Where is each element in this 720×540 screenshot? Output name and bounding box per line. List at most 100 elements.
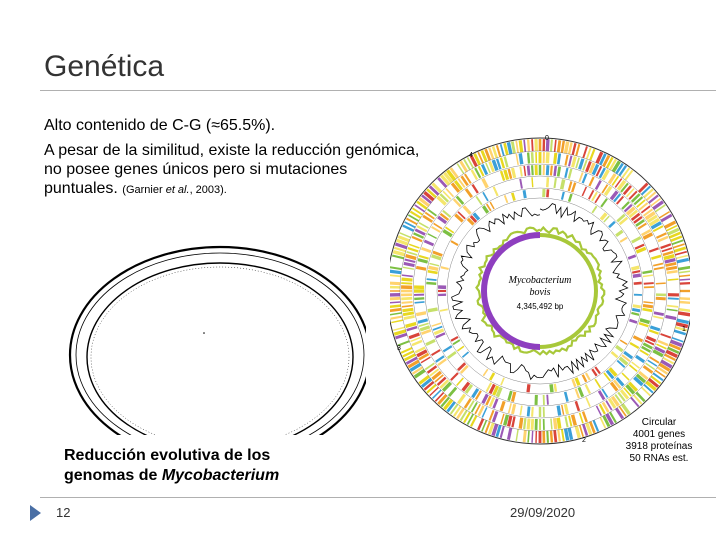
gene-band [582, 423, 589, 436]
gene-band [635, 354, 646, 364]
gene-band [456, 407, 465, 420]
gene-band [440, 396, 450, 408]
gene-band [574, 400, 581, 412]
gene-band [492, 398, 499, 409]
gene-band [556, 153, 562, 165]
gene-band [635, 246, 647, 254]
gene-band [416, 349, 428, 358]
gene-band [670, 235, 683, 242]
gene-band [597, 390, 606, 401]
gene-band [442, 190, 452, 200]
gene-band [650, 221, 662, 230]
gene-band [671, 337, 684, 343]
gene-band [639, 318, 651, 325]
gene-band [437, 358, 447, 366]
gene-band [439, 379, 450, 389]
gene-band [610, 351, 619, 359]
title-divider [40, 90, 716, 91]
gene-band [411, 339, 423, 347]
stat-proteins: 3918 proteínas [625, 441, 693, 452]
gene-band [488, 383, 496, 395]
gene-band [457, 393, 467, 405]
gene-band [431, 226, 441, 233]
gene-band [489, 201, 495, 210]
gene-band [567, 181, 573, 192]
gene-band [595, 151, 604, 164]
gene-band [545, 152, 550, 164]
gene-band [644, 339, 655, 346]
gene-band [420, 356, 431, 364]
gene-band [434, 391, 445, 402]
gene-band [523, 418, 527, 430]
gene-band [467, 400, 475, 411]
gene-band [459, 409, 468, 422]
stat-genes: 4001 genes [632, 429, 686, 440]
gene-band [607, 397, 617, 409]
gene-band [553, 177, 557, 189]
gene-band [418, 197, 430, 208]
gene-band [631, 307, 641, 313]
gene-band [480, 163, 489, 176]
gene-band [431, 322, 442, 327]
gene-band [666, 308, 678, 312]
footer-divider [40, 497, 716, 498]
gene-band [581, 411, 588, 423]
gene-band [667, 304, 679, 308]
gene-band [589, 148, 596, 161]
gene-band [526, 165, 531, 176]
gene-band [553, 139, 557, 152]
gene-band [530, 152, 534, 164]
gene-band [621, 167, 631, 179]
gene-band [591, 368, 598, 377]
gene-band [614, 393, 623, 405]
gene-band [546, 394, 549, 405]
gene-band [495, 158, 502, 170]
gene-band [431, 254, 442, 261]
gene-band [608, 158, 618, 171]
gene-band [491, 146, 498, 159]
gene-band [519, 178, 523, 189]
gene-band [436, 376, 447, 386]
gene-band [488, 396, 496, 408]
figure-caption: Reducción evolutiva de los genomas de My… [64, 446, 344, 486]
gene-band [608, 367, 618, 377]
gene-band [526, 139, 531, 152]
gene-band [402, 307, 414, 313]
gene-band [423, 381, 435, 391]
genome-map-size-label: 4,345,492 bp [517, 302, 564, 311]
gene-band [611, 175, 620, 186]
gene-band [594, 366, 601, 375]
gene-band [462, 205, 472, 215]
genome-ring-outline [436, 187, 644, 395]
gene-band [484, 148, 492, 161]
gene-band [628, 190, 638, 200]
bullet-genome-reduction: A pesar de la similitud, existe la reduc… [44, 141, 424, 200]
gene-band [585, 160, 592, 173]
gene-band [499, 157, 506, 169]
gene-band [638, 370, 649, 381]
gene-band [631, 270, 641, 274]
gene-band [582, 146, 588, 159]
gene-band [679, 282, 690, 285]
gene-band [492, 385, 500, 396]
gene-band [643, 282, 654, 285]
gene-band [546, 189, 550, 198]
gene-band [584, 383, 591, 394]
gene-band [439, 212, 450, 221]
gene-band [578, 412, 584, 424]
gene-band [417, 318, 429, 324]
gene-band [581, 374, 588, 383]
gene-band [635, 391, 646, 403]
gene-band [601, 169, 610, 181]
gene-band [418, 254, 429, 260]
outer-genome-circle-inner-edge [75, 252, 365, 435]
gene-band [390, 315, 403, 320]
gene-band [452, 339, 461, 346]
gene-band [452, 405, 462, 417]
gene-band [571, 378, 577, 388]
gene-band [561, 404, 565, 415]
gene-band [675, 254, 688, 260]
gene-band [420, 329, 432, 335]
gene-band [581, 186, 588, 197]
gene-band [531, 165, 534, 176]
